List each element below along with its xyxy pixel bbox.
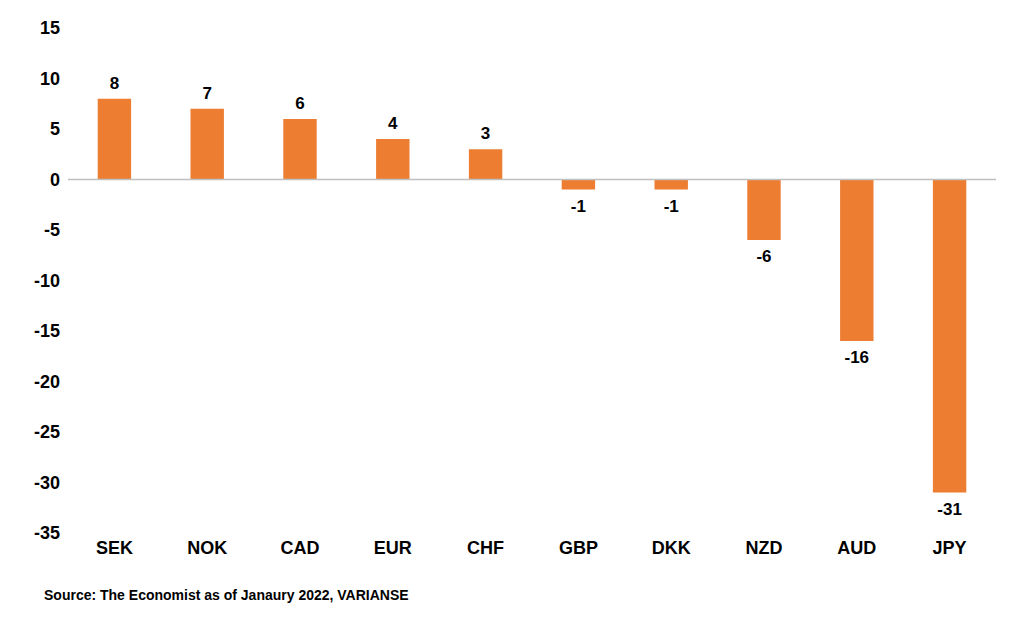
svg-text:7: 7 <box>202 84 211 103</box>
svg-text:-16: -16 <box>845 348 870 367</box>
svg-text:GBP: GBP <box>559 538 598 558</box>
svg-text:CAD: CAD <box>281 538 320 558</box>
svg-text:AUD: AUD <box>837 538 876 558</box>
svg-text:JPY: JPY <box>933 538 967 558</box>
svg-text:-35: -35 <box>34 523 60 543</box>
svg-text:-1: -1 <box>571 197 586 216</box>
svg-text:3: 3 <box>481 124 490 143</box>
svg-text:-25: -25 <box>34 422 60 442</box>
svg-text:-31: -31 <box>937 500 962 519</box>
svg-text:4: 4 <box>388 114 398 133</box>
svg-text:0: 0 <box>50 170 60 190</box>
svg-text:10: 10 <box>40 69 60 89</box>
svg-text:-15: -15 <box>34 321 60 341</box>
svg-text:DKK: DKK <box>652 538 691 558</box>
svg-text:-5: -5 <box>44 220 60 240</box>
svg-text:-1: -1 <box>664 197 679 216</box>
html-text:Source: The Economist as of Ja: Source: The Economist as of Janaury 2022… <box>44 587 409 603</box>
svg-text:15: 15 <box>40 18 60 38</box>
svg-text:-10: -10 <box>34 271 60 291</box>
svg-text:SEK: SEK <box>96 538 133 558</box>
svg-text:8: 8 <box>110 74 119 93</box>
svg-text:NOK: NOK <box>187 538 227 558</box>
svg-text:NZD: NZD <box>746 538 783 558</box>
svg-text:CHF: CHF <box>467 538 504 558</box>
svg-text:-6: -6 <box>756 247 771 266</box>
svg-text:-20: -20 <box>34 372 60 392</box>
svg-text:5: 5 <box>50 119 60 139</box>
svg-text:6: 6 <box>295 94 304 113</box>
svg-text:-30: -30 <box>34 473 60 493</box>
svg-text:EUR: EUR <box>374 538 412 558</box>
